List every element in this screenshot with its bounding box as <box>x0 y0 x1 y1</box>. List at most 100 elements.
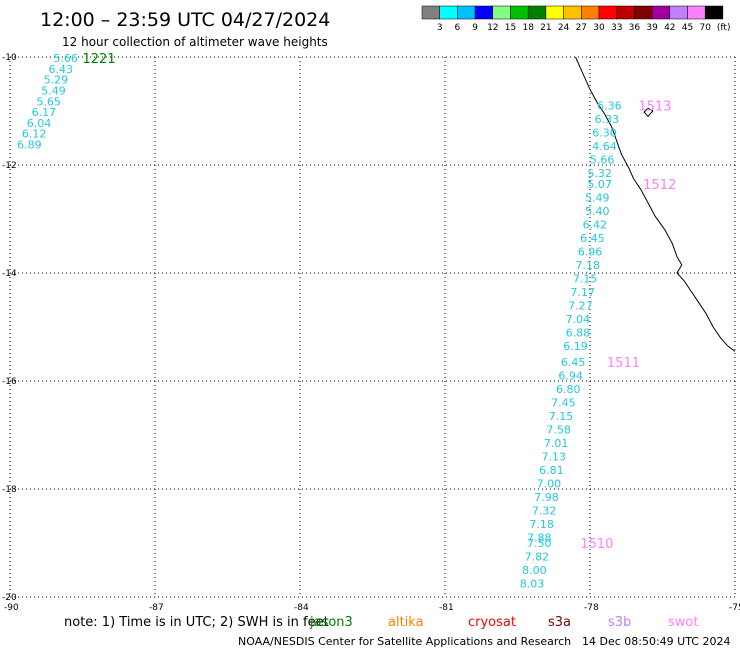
swh-value: 7.18 <box>529 518 554 531</box>
colorbar-label: 18 <box>522 23 534 33</box>
colorbar-swatch <box>439 5 458 20</box>
x-tick-label: -81 <box>439 603 454 613</box>
satellite-legend-item: s3a <box>548 615 571 630</box>
satellite-legend-item: swot <box>668 615 698 630</box>
colorbar-label: 27 <box>576 23 587 33</box>
swh-value: 7.01 <box>544 437 569 450</box>
swh-value: 6.88 <box>566 326 591 339</box>
wave-height-points: 5.666.435.295.495.656.176.046.126.891221… <box>17 52 676 590</box>
swh-value: 7.04 <box>566 313 591 326</box>
x-tick-label: -87 <box>149 603 164 613</box>
swh-value: 6.17 <box>32 106 57 119</box>
colorbar-label: 45 <box>682 23 693 33</box>
colorbar-label: 6 <box>455 23 461 33</box>
coastline <box>575 56 736 352</box>
colorbar-swatch <box>545 5 564 20</box>
swh-value: 6.94 <box>558 370 583 383</box>
swh-value: 5.29 <box>44 74 69 87</box>
coastline-path <box>575 56 736 352</box>
colorbar-swatch <box>687 5 706 20</box>
satellite-legend-item: altika <box>388 615 424 630</box>
swh-value: 6.43 <box>49 63 74 76</box>
colorbar-label: 33 <box>611 23 622 33</box>
swh-value: 5.49 <box>41 84 66 97</box>
swh-value: 6.89 <box>17 138 42 151</box>
colorbar-label: 15 <box>505 23 516 33</box>
colorbar-label: 9 <box>472 23 478 33</box>
swh-value: 7.88 <box>527 532 552 545</box>
swh-value: 7.13 <box>542 451 567 464</box>
footer-timestamp: 14 Dec 08:50:49 UTC 2024 <box>582 635 730 648</box>
colorbar-label: 36 <box>629 23 641 33</box>
colorbar-unit: (ft) <box>717 23 731 33</box>
swh-value: 7.15 <box>549 410 574 423</box>
colorbar-swatch <box>616 5 635 20</box>
x-tick-label: -90 <box>4 603 19 613</box>
colorbar-swatch <box>651 5 671 20</box>
swh-value: 8.00 <box>522 564 547 577</box>
chart-title: 12:00 – 23:59 UTC 04/27/2024 <box>40 9 330 31</box>
colorbar-swatch <box>474 5 494 20</box>
colorbar-swatch <box>669 5 688 20</box>
y-tick-label: -20 <box>2 593 17 603</box>
swh-value: 5.65 <box>36 95 61 108</box>
swh-value: 7.82 <box>525 551 550 564</box>
footer-note: note: 1) Time is in UTC; 2) SWH is in fe… <box>64 615 329 630</box>
swh-value: 7.17 <box>571 286 596 299</box>
swh-value: 4.64 <box>592 140 617 153</box>
plot-grid <box>9 56 736 598</box>
swh-value: 6.12 <box>22 128 47 141</box>
y-tick-label: -18 <box>2 485 17 495</box>
footer: note: 1) Time is in UTC; 2) SWH is in fe… <box>64 615 730 648</box>
swh-value: 6.45 <box>580 232 605 245</box>
colorbar-swatch <box>634 5 653 20</box>
x-tick-label: -78 <box>584 603 599 613</box>
colorbar-swatch <box>581 5 600 20</box>
pass-number-label: 1221 <box>83 52 116 67</box>
pass-number-label: 1513 <box>638 100 671 115</box>
swh-value: 7.58 <box>546 424 571 437</box>
colorbar-label: 70 <box>699 23 711 33</box>
colorbar-label: 39 <box>646 23 658 33</box>
colorbar-label: 21 <box>540 23 551 33</box>
colorbar-label: 12 <box>487 23 498 33</box>
colorbar-label: 3 <box>437 23 443 33</box>
swh-value: 7.18 <box>575 259 600 272</box>
satellite-legend-item: cryosat <box>468 615 516 630</box>
swh-value: 7.00 <box>537 478 562 491</box>
swh-value: 8.03 <box>520 578 545 591</box>
swh-value: 5.07 <box>587 178 612 191</box>
swh-value: 6.96 <box>578 245 603 258</box>
satellite-legend: jason3 altika cryosat s3a s3b swot <box>309 615 698 630</box>
colorbar-swatch <box>704 5 724 20</box>
swh-value: 6.81 <box>539 464 564 477</box>
swh-value: 6.36 <box>597 100 622 113</box>
footer-credit: NOAA/NESDIS Center for Satellite Applica… <box>238 635 571 648</box>
colorbar-swatch <box>457 5 476 20</box>
pass-number-label: 1512 <box>643 178 676 193</box>
swh-value: 6.19 <box>563 340 588 353</box>
colorbar-label: 30 <box>593 23 605 33</box>
satellite-legend-item: s3b <box>608 615 631 630</box>
swh-value: 7.45 <box>551 397 576 410</box>
island-outline <box>643 107 654 118</box>
swh-value: 7.50 <box>527 537 552 550</box>
y-tick-label: -14 <box>2 269 17 279</box>
swh-value: 7.32 <box>532 505 557 518</box>
axis-ticks: -90 -87 -84 -81 -78 -75 -10 -12 -14 -16 -18 -20 <box>2 53 740 613</box>
colorbar-label: 24 <box>558 23 570 33</box>
swh-value: 6.80 <box>556 383 581 396</box>
swh-value: 5.66 <box>590 154 615 167</box>
swh-value: 7.98 <box>534 491 559 504</box>
colorbar-swatch <box>527 5 547 20</box>
chart-subtitle: 12 hour collection of altimeter wave hei… <box>62 35 328 49</box>
colorbar-label: 42 <box>664 23 675 33</box>
swh-value: 5.32 <box>587 167 612 180</box>
swh-value: 6.42 <box>583 218 608 231</box>
swh-value: 6.45 <box>561 356 586 369</box>
swh-value: 6.33 <box>595 113 620 126</box>
satellite-legend-item: jason3 <box>309 615 353 630</box>
swh-value: 7.27 <box>568 299 593 312</box>
colorbar-swatch <box>563 5 582 20</box>
